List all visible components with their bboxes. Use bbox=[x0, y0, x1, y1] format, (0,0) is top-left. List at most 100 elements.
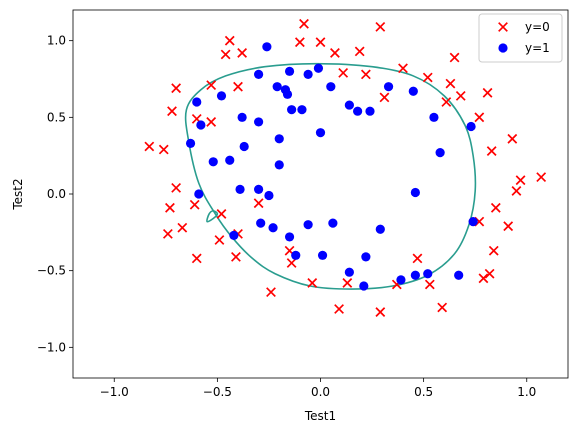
point-y0 bbox=[488, 245, 499, 256]
point-y1 bbox=[297, 105, 307, 115]
point-y1 bbox=[208, 157, 218, 167]
point-y0 bbox=[237, 48, 248, 58]
x-axis-ticks: −1.0 −0.5 0.0 0.5 1.0 bbox=[100, 378, 536, 399]
point-y0 bbox=[484, 268, 495, 279]
point-y0 bbox=[231, 251, 241, 262]
y-axis-ticks: −1.0 −0.5 0.0 0.5 1.0 bbox=[37, 34, 73, 354]
point-y0 bbox=[338, 67, 349, 78]
point-y1 bbox=[410, 270, 420, 280]
point-y1 bbox=[272, 82, 282, 92]
point-y1 bbox=[185, 138, 196, 148]
point-y0 bbox=[224, 35, 235, 46]
point-y1 bbox=[423, 269, 433, 279]
point-y1 bbox=[315, 128, 326, 138]
point-y0 bbox=[503, 221, 514, 232]
point-y0 bbox=[482, 87, 493, 98]
point-y1 bbox=[361, 252, 371, 262]
point-y1 bbox=[235, 184, 245, 194]
point-y0 bbox=[375, 307, 386, 317]
x-tick-label: −1.0 bbox=[100, 385, 129, 399]
point-y1 bbox=[383, 82, 394, 92]
point-y0 bbox=[441, 97, 452, 107]
point-y0 bbox=[171, 83, 182, 94]
decision-boundary bbox=[184, 62, 477, 290]
point-y0 bbox=[299, 18, 309, 29]
point-y1 bbox=[254, 69, 264, 79]
point-y0 bbox=[189, 199, 200, 210]
point-y0 bbox=[191, 253, 202, 264]
point-y1 bbox=[313, 63, 324, 73]
point-y0 bbox=[216, 209, 227, 219]
legend-label-y1: y=1 bbox=[525, 41, 550, 55]
y-tick-label: −0.5 bbox=[37, 264, 66, 278]
point-y0 bbox=[478, 273, 489, 284]
point-y1 bbox=[237, 112, 247, 122]
legend-x-marker bbox=[498, 22, 508, 32]
legend-label-y0: y=0 bbox=[525, 20, 550, 34]
point-y1 bbox=[303, 220, 313, 230]
point-y0 bbox=[307, 278, 318, 288]
legend-marker-y1 bbox=[498, 43, 508, 53]
legend-dot-marker bbox=[498, 43, 508, 53]
point-y1 bbox=[344, 100, 354, 110]
point-y1 bbox=[225, 155, 235, 165]
decision-boundary-contour bbox=[184, 62, 477, 290]
point-y1 bbox=[274, 134, 284, 144]
point-y0 bbox=[253, 198, 264, 209]
point-y1 bbox=[396, 275, 406, 285]
point-y0 bbox=[354, 46, 365, 57]
legend-marker-y0 bbox=[498, 22, 508, 32]
point-y1 bbox=[365, 106, 375, 116]
point-y1 bbox=[254, 117, 264, 127]
point-y1 bbox=[256, 218, 266, 228]
point-y0 bbox=[375, 21, 386, 32]
point-y1 bbox=[353, 106, 363, 116]
x-tick-label: 0.5 bbox=[414, 385, 433, 399]
point-y1 bbox=[284, 232, 295, 242]
y-axis-label: Test2 bbox=[11, 178, 25, 210]
point-y0 bbox=[342, 278, 353, 288]
point-y1 bbox=[192, 97, 202, 107]
point-y0 bbox=[455, 90, 466, 101]
point-y1 bbox=[408, 86, 418, 96]
y-tick-label: 1.0 bbox=[47, 34, 66, 48]
y-tick-label: −1.0 bbox=[37, 340, 66, 354]
point-y1 bbox=[344, 267, 354, 277]
point-y1 bbox=[466, 121, 476, 132]
point-y1 bbox=[282, 89, 293, 99]
point-y1 bbox=[274, 160, 284, 170]
point-y0 bbox=[315, 37, 326, 48]
point-y0 bbox=[445, 78, 456, 89]
x-tick-label: 1.0 bbox=[517, 385, 536, 399]
point-y0 bbox=[144, 141, 155, 152]
point-y0 bbox=[233, 81, 243, 92]
point-y0 bbox=[165, 202, 175, 213]
point-y1 bbox=[303, 69, 313, 79]
point-y0 bbox=[449, 52, 460, 63]
point-y0 bbox=[490, 202, 501, 213]
point-y0 bbox=[162, 228, 173, 239]
point-y1 bbox=[468, 217, 478, 227]
x-tick-label: 0.0 bbox=[311, 385, 330, 399]
point-y0 bbox=[486, 146, 497, 156]
point-y0 bbox=[171, 182, 182, 193]
point-y1 bbox=[328, 218, 338, 228]
point-y1 bbox=[284, 66, 295, 76]
x-axis-label: Test1 bbox=[304, 409, 336, 423]
point-y0 bbox=[437, 302, 448, 313]
point-y1 bbox=[410, 187, 420, 198]
point-y0 bbox=[206, 117, 217, 127]
point-y0 bbox=[294, 37, 305, 48]
point-y1 bbox=[317, 250, 328, 260]
point-y0 bbox=[424, 279, 435, 290]
y-tick-label: 0.5 bbox=[47, 110, 66, 124]
point-y0 bbox=[507, 133, 518, 144]
point-y0 bbox=[360, 69, 371, 80]
decision-boundary-contour bbox=[206, 210, 219, 223]
point-y1 bbox=[435, 148, 445, 158]
point-y0 bbox=[330, 48, 340, 58]
point-y0 bbox=[158, 144, 169, 155]
point-y1 bbox=[287, 105, 297, 115]
x-tick-label: −0.5 bbox=[203, 385, 232, 399]
data-points bbox=[144, 18, 547, 317]
